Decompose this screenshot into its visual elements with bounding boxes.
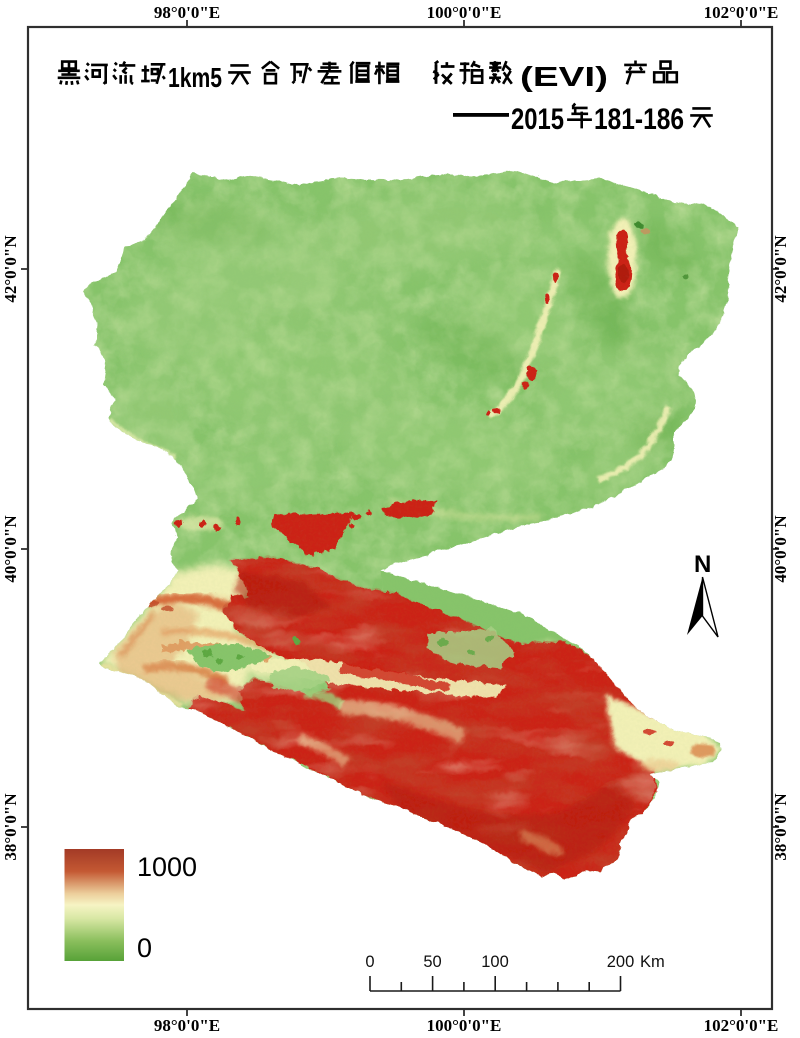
svg-text:(EVI): (EVI): [520, 61, 608, 92]
svg-text:Km: Km: [640, 953, 665, 971]
svg-text:102°0'0"E: 102°0'0"E: [704, 3, 779, 22]
svg-text:38°0'0"N: 38°0'0"N: [771, 793, 790, 861]
svg-text:100°0'0"E: 100°0'0"E: [427, 1016, 502, 1035]
svg-text:98°0'0"E: 98°0'0"E: [154, 3, 220, 22]
svg-text:50: 50: [423, 953, 441, 971]
svg-text:0: 0: [365, 953, 374, 971]
svg-text:102°0'0"E: 102°0'0"E: [704, 1016, 779, 1035]
svg-text:40°0'0"N: 40°0'0"N: [1, 515, 20, 583]
svg-text:98°0'0"E: 98°0'0"E: [154, 1016, 220, 1035]
svg-text:0: 0: [137, 933, 152, 963]
svg-text:181-186: 181-186: [594, 103, 684, 136]
svg-text:200: 200: [607, 953, 635, 971]
svg-text:38°0'0"N: 38°0'0"N: [1, 793, 20, 861]
svg-text:40°0'0"N: 40°0'0"N: [771, 515, 790, 583]
svg-text:42°0'0"N: 42°0'0"N: [771, 235, 790, 303]
svg-text:1000: 1000: [137, 852, 197, 882]
svg-text:42°0'0"N: 42°0'0"N: [1, 235, 20, 303]
svg-text:100: 100: [481, 953, 509, 971]
svg-text:N: N: [694, 551, 711, 578]
svg-text:1km5: 1km5: [168, 62, 222, 93]
svg-text:100°0'0"E: 100°0'0"E: [427, 3, 502, 22]
svg-text:2015: 2015: [511, 103, 564, 136]
